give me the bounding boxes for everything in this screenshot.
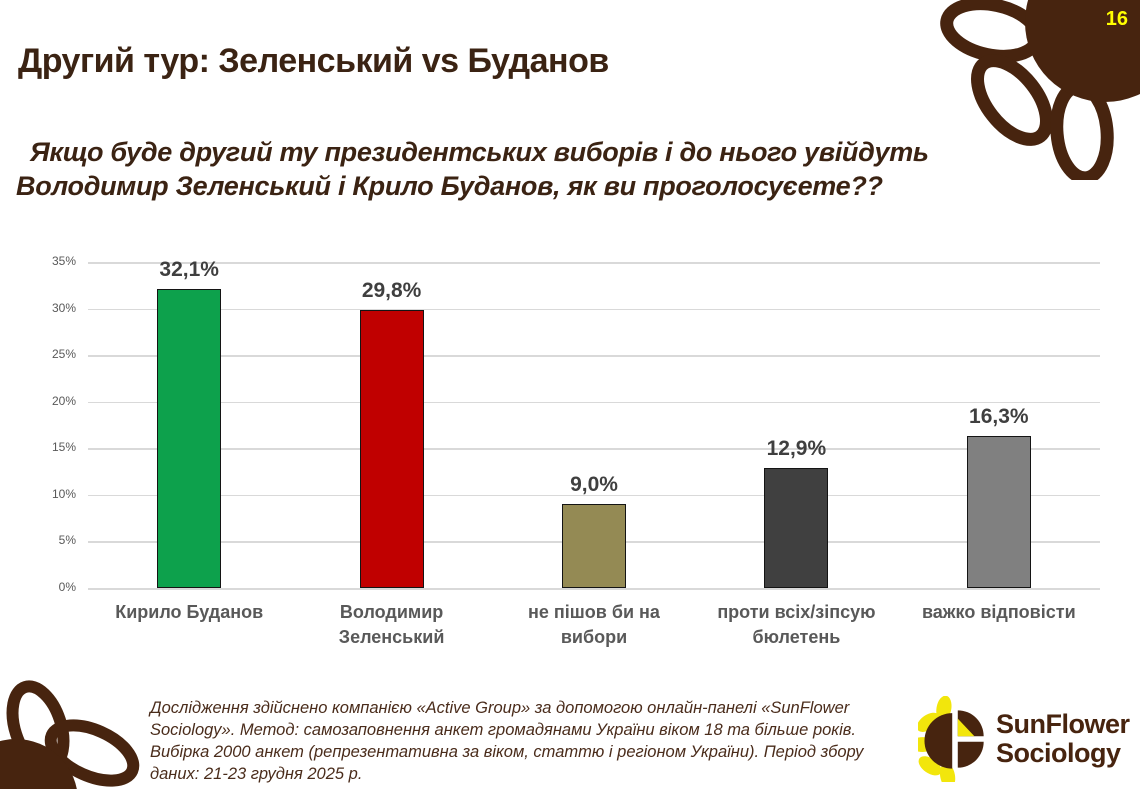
y-tick-label: 10% (51, 486, 76, 501)
y-tick-label: 20% (51, 393, 76, 408)
gridline (88, 262, 1100, 264)
y-axis-labels: 0% 5% 10% 15% 20% 25% 30% 35% (40, 250, 82, 680)
y-tick-label: 25% (51, 347, 76, 362)
survey-question-line2: Володимир Зеленський і Крило Буданов, як… (16, 170, 883, 201)
bar-value-label: 9,0% (570, 473, 618, 497)
corner-flower-decoration-bottom-left (0, 659, 170, 789)
bar-3 (562, 504, 626, 588)
y-tick-label: 35% (51, 254, 76, 268)
page-number: 16 (1105, 8, 1128, 30)
flower-icon (940, 0, 1140, 185)
y-tick-label: 30% (51, 300, 76, 315)
logo-text: SunFlower Sociology (996, 708, 1130, 768)
bar-chart: 0% 5% 10% 15% 20% 25% 30% 35% 32,1% 29,8% 9,0% 12,… (40, 250, 1110, 680)
gridline (88, 308, 1100, 311)
x-category-label: Володимир Зеленський (338, 602, 445, 648)
x-category-label: важко відповісти (921, 602, 1076, 622)
y-tick-label: 15% (51, 440, 76, 455)
bar-5 (966, 436, 1031, 588)
sunflower-icon (918, 696, 984, 782)
flower-icon (0, 680, 140, 789)
survey-question: Якщо буде другий ту президентських вибор… (16, 136, 1046, 204)
y-tick-label: 5% (58, 533, 76, 548)
gridline (88, 494, 1100, 497)
x-axis-labels: Кирило Буданов Володимир Зеленський не піш… (40, 600, 1110, 670)
logo-text-line2: Sociology (996, 738, 1121, 768)
gridline (88, 401, 1100, 404)
gridline (88, 588, 1100, 590)
gridline (88, 448, 1100, 450)
sunflower-sociology-logo: SunFlower Sociology (918, 696, 1130, 782)
bar-value-label: 32,1% (159, 258, 219, 282)
methodology-note: Дослідження здійснено компанією «Active … (150, 699, 864, 783)
bar-4 (764, 467, 829, 588)
bar-value-label: 12,9% (766, 436, 827, 460)
gridline (88, 355, 1100, 357)
x-category-label: проти всіх/зіпсую бюлетень (717, 602, 876, 648)
x-category-label: Кирило Буданов (115, 602, 264, 622)
logo-text-line1: SunFlower (996, 708, 1130, 739)
page-title: Другий тур: Зеленський vs Буданов (18, 42, 609, 80)
bar-2 (359, 310, 424, 588)
bar-value-label: 16,3% (969, 405, 1029, 429)
bar-1 (157, 289, 222, 588)
x-category-label: не пішов би на вибори (528, 602, 660, 648)
corner-flower-decoration-top-right: 16 (940, 0, 1140, 185)
survey-question-line1: Якщо буде другий ту президентських вибор… (30, 137, 929, 167)
bar-value-label: 29,8% (361, 279, 422, 303)
plot-area: 32,1% 29,8% 9,0% 12,9% 16,3% (88, 258, 1100, 590)
y-tick-label: 0% (58, 580, 76, 594)
